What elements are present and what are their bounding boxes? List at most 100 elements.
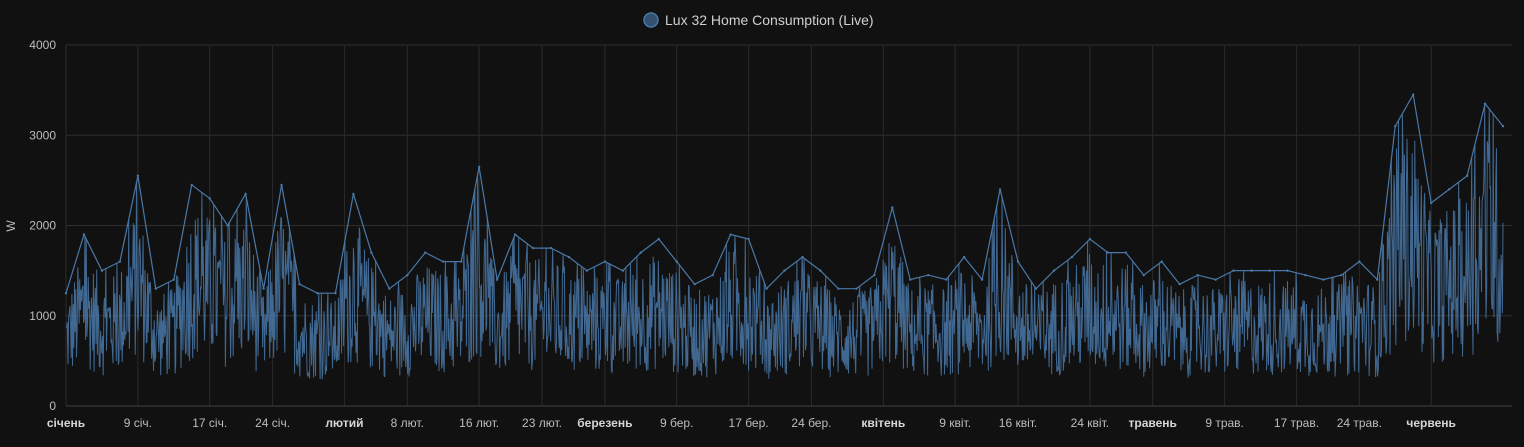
data-point[interactable] (406, 273, 409, 277)
data-point[interactable] (1358, 260, 1361, 263)
data-point[interactable] (136, 174, 140, 178)
x-tick-label: лютий (325, 416, 363, 430)
data-point[interactable] (1250, 269, 1253, 272)
data-point[interactable] (944, 278, 948, 281)
data-point[interactable] (1447, 188, 1451, 191)
data-point[interactable] (118, 260, 122, 263)
data-point[interactable] (1394, 125, 1397, 128)
data-point[interactable] (154, 287, 158, 290)
data-point[interactable] (495, 278, 499, 281)
data-point[interactable] (567, 255, 571, 259)
data-point[interactable] (100, 269, 104, 272)
data-point[interactable] (549, 246, 553, 250)
data-point[interactable] (370, 251, 373, 254)
data-point[interactable] (352, 192, 355, 196)
data-point[interactable] (208, 197, 211, 200)
data-point[interactable] (1196, 273, 1199, 277)
data-point[interactable] (675, 260, 678, 263)
data-point[interactable] (316, 291, 319, 295)
data-point[interactable] (1412, 93, 1415, 96)
x-tick-label: 17 січ. (192, 416, 227, 430)
x-tick-label: 23 лют. (522, 416, 562, 430)
data-point[interactable] (226, 224, 229, 227)
y-axis: 0 1000 2000 3000 4000 (29, 38, 56, 413)
series-area (64, 92, 1505, 380)
data-point[interactable] (603, 260, 607, 263)
data-point[interactable] (819, 269, 822, 272)
data-point[interactable] (639, 251, 643, 254)
data-point[interactable] (1501, 125, 1505, 128)
data-point[interactable] (998, 188, 1002, 191)
data-point[interactable] (388, 287, 391, 290)
data-point[interactable] (980, 278, 984, 281)
x-tick-label: 24 бер. (791, 416, 831, 430)
data-point[interactable] (909, 278, 912, 281)
x-tick-label: 17 бер. (729, 416, 769, 430)
data-point[interactable] (64, 291, 68, 295)
data-point[interactable] (1286, 269, 1289, 272)
data-point[interactable] (82, 233, 86, 236)
data-point[interactable] (962, 255, 966, 259)
data-point[interactable] (1483, 102, 1487, 105)
legend-swatch[interactable] (643, 12, 659, 28)
data-point[interactable] (1124, 251, 1128, 254)
data-point[interactable] (424, 251, 427, 254)
data-point[interactable] (1429, 201, 1433, 205)
data-point[interactable] (1088, 237, 1092, 241)
legend-label[interactable]: Lux 32 Home Consumption (Live) (665, 12, 874, 28)
data-point[interactable] (873, 273, 876, 277)
x-tick-label: травень (1129, 416, 1177, 430)
data-point[interactable] (1340, 273, 1343, 277)
data-point[interactable] (280, 183, 283, 187)
data-point[interactable] (621, 269, 625, 272)
data-point[interactable] (927, 273, 930, 277)
data-point[interactable] (1232, 269, 1235, 272)
data-point[interactable] (334, 291, 337, 295)
y-axis-label: W (4, 220, 18, 232)
data-point[interactable] (1304, 273, 1307, 277)
data-point[interactable] (693, 282, 696, 286)
data-point[interactable] (783, 269, 786, 272)
data-point[interactable] (1465, 174, 1469, 178)
data-point[interactable] (1214, 278, 1217, 281)
data-point[interactable] (765, 287, 768, 290)
data-point[interactable] (459, 260, 463, 263)
data-point[interactable] (1052, 269, 1056, 272)
series-line[interactable] (65, 92, 1504, 294)
data-point[interactable] (1016, 260, 1020, 263)
data-point[interactable] (298, 282, 301, 286)
y-tick-label: 4000 (29, 38, 56, 52)
data-point[interactable] (837, 287, 840, 290)
data-point[interactable] (190, 183, 193, 187)
legend[interactable]: Lux 32 Home Consumption (Live) (643, 12, 874, 28)
data-point[interactable] (1160, 260, 1163, 263)
data-point[interactable] (711, 273, 714, 277)
data-point[interactable] (855, 287, 858, 290)
data-point[interactable] (747, 237, 750, 241)
data-point[interactable] (585, 269, 589, 272)
data-point[interactable] (531, 246, 535, 250)
data-point[interactable] (262, 287, 265, 290)
data-point[interactable] (1178, 282, 1181, 286)
data-point[interactable] (1070, 255, 1074, 259)
data-point[interactable] (657, 237, 660, 241)
data-point[interactable] (244, 192, 247, 196)
data-point[interactable] (477, 165, 481, 169)
x-tick-label: 17 трав. (1274, 416, 1319, 430)
x-tick-label: 24 трав. (1337, 416, 1382, 430)
data-point[interactable] (1268, 269, 1271, 272)
data-point[interactable] (1034, 287, 1038, 290)
data-point[interactable] (1106, 251, 1110, 254)
data-point[interactable] (729, 233, 732, 236)
data-point[interactable] (513, 233, 517, 236)
data-point[interactable] (172, 278, 175, 281)
data-point[interactable] (891, 206, 894, 209)
data-point[interactable] (1322, 278, 1325, 281)
data-point[interactable] (1142, 273, 1145, 277)
x-tick-label: 24 квіт. (1071, 416, 1109, 430)
data-point[interactable] (801, 255, 804, 259)
x-tick-label: 16 квіт. (999, 416, 1037, 430)
data-point[interactable] (442, 260, 445, 263)
data-point[interactable] (1376, 278, 1379, 281)
